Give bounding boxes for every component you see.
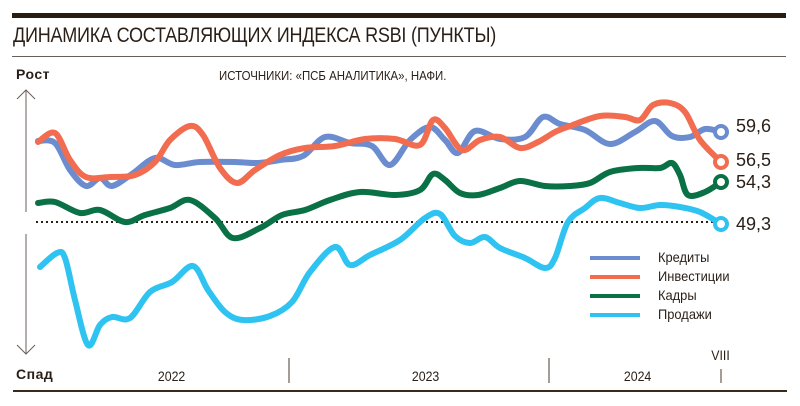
end-marker-credits: [713, 124, 729, 140]
end-marker-sales: [713, 216, 729, 232]
end-value-sales: 49,3: [736, 214, 772, 234]
source-note: ИСТОЧНИКИ: «ПСБ АНАЛИТИКА», НАФИ.: [219, 68, 447, 83]
x-axis-ticks: [288, 358, 722, 383]
y-axis: [16, 89, 36, 355]
series-line-staff: [35, 159, 724, 242]
axis-up-label: Рост: [16, 66, 50, 82]
legend-label: Продажи: [658, 306, 712, 322]
series-layer: [35, 99, 729, 349]
end-marker-investments: [713, 154, 729, 170]
x-tick-2022: 2022: [157, 368, 186, 384]
bottom-rule: [13, 390, 787, 392]
end-value-credits: 59,6: [736, 116, 772, 136]
arrow-up-icon: [16, 89, 36, 100]
series-line-sales: [37, 194, 724, 349]
series-line-investments: [35, 99, 724, 186]
legend-swatch-sales: [590, 313, 640, 317]
x-tick-last-month: VIII: [711, 347, 730, 363]
legend-swatch-investments: [590, 275, 640, 279]
legend-label: Кредиты: [658, 249, 710, 265]
end-marker-staff: [713, 174, 729, 190]
legend-label: Кадры: [658, 287, 697, 303]
legend-label: Инвестиции: [658, 268, 730, 284]
top-rule: [12, 13, 786, 18]
legend-swatch-credits: [590, 256, 640, 260]
x-tick-2024: 2024: [623, 368, 652, 384]
end-value-staff: 54,3: [736, 172, 772, 192]
x-tick-2023: 2023: [411, 368, 440, 384]
chart-title: ДИНАМИКА СОСТАВЛЯЮЩИХ ИНДЕКСА RSBI (ПУНК…: [13, 24, 496, 47]
axis-down-label: Спад: [16, 366, 54, 382]
end-value-investments: 56,5: [736, 150, 772, 170]
legend-swatch-staff: [590, 294, 640, 298]
title-divider: [12, 56, 786, 57]
arrow-down-icon: [16, 344, 36, 355]
